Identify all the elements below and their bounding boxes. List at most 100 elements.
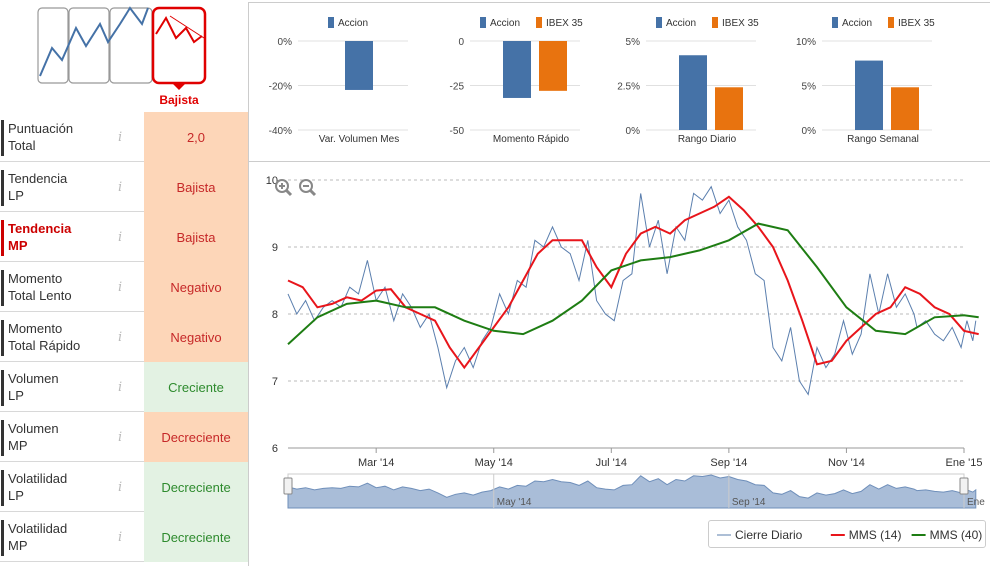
- legend-label: Accion: [490, 18, 520, 29]
- zoom-out-icon[interactable]: [299, 179, 317, 197]
- info-icon[interactable]: i: [118, 380, 123, 395]
- legend-label: Accion: [842, 18, 872, 29]
- indicator-label: Volatilidad LP: [8, 470, 118, 504]
- trend-selector: Bajista: [0, 0, 248, 112]
- y-tick-label: -25: [450, 82, 465, 93]
- trend-box-selected[interactable]: [151, 6, 207, 85]
- indicator-row[interactable]: Volumen LP i Creciente: [0, 362, 248, 412]
- info-icon[interactable]: i: [118, 230, 123, 245]
- top-border: [248, 2, 990, 3]
- indicator-label: Volumen MP: [8, 420, 118, 454]
- legend-label: Accion: [666, 18, 696, 29]
- y-tick-label: 9: [272, 242, 278, 254]
- indicator-label-line: Puntuación: [8, 121, 74, 136]
- indicator-value: Negativo: [144, 262, 248, 312]
- y-tick-label: 5%: [802, 82, 817, 93]
- indicator-label-line: Total Lento: [8, 288, 72, 303]
- bar-ibex-35[interactable]: [891, 87, 919, 130]
- indicator-panel: Bajista Puntuación Total i 2,0 Tendencia LP i B…: [0, 0, 248, 566]
- bar-ibex-35[interactable]: [715, 87, 743, 130]
- indicator-label: Puntuación Total: [8, 120, 118, 154]
- y-tick-label: -50: [450, 126, 465, 137]
- y-tick-label: 0%: [278, 37, 293, 48]
- info-icon[interactable]: i: [118, 480, 123, 495]
- row-marker: [1, 170, 4, 206]
- indicator-value: Bajista: [144, 162, 248, 212]
- series-line-0[interactable]: [287, 185, 977, 396]
- info-icon[interactable]: i: [118, 280, 123, 295]
- info-icon[interactable]: i: [118, 330, 123, 345]
- x-tick-label: Mar '14: [358, 457, 394, 469]
- bar-accion[interactable]: [345, 41, 373, 90]
- bar-ibex-35[interactable]: [539, 41, 567, 91]
- x-tick-label: Sep '14: [710, 457, 747, 469]
- series-line-1[interactable]: [287, 195, 979, 370]
- legend-label: IBEX 35: [546, 18, 583, 29]
- y-tick-label: 8: [272, 309, 278, 321]
- indicator-rows: Puntuación Total i 2,0 Tendencia LP i Bajista Te…: [0, 112, 248, 562]
- legend-label: Accion: [338, 18, 368, 29]
- legend-item[interactable]: MMS (14): [849, 528, 902, 542]
- trend-thumbnails: Bajista: [37, 6, 207, 107]
- y-tick-label: -20%: [269, 82, 292, 93]
- info-icon[interactable]: i: [118, 180, 123, 195]
- bar-accion[interactable]: [503, 41, 531, 98]
- row-marker: [1, 520, 4, 556]
- indicator-row[interactable]: Volatilidad LP i Decreciente: [0, 462, 248, 512]
- row-marker: [1, 120, 4, 156]
- info-icon[interactable]: i: [118, 430, 123, 445]
- y-tick-label: 0%: [802, 126, 817, 137]
- trend-box-2[interactable]: [68, 7, 110, 84]
- info-icon[interactable]: i: [118, 530, 123, 545]
- bar-accion[interactable]: [679, 55, 707, 130]
- row-marker: [1, 420, 4, 456]
- legend-svg: Cierre Diario MMS (14) MMS (40): [717, 528, 983, 542]
- indicator-label: Tendencia MP: [8, 220, 118, 254]
- y-tick-label: 0: [458, 37, 464, 48]
- indicator-label-line: LP: [8, 488, 24, 503]
- indicator-label-line: MP: [8, 438, 28, 453]
- x-tick-label: Nov '14: [828, 457, 865, 469]
- info-icon[interactable]: i: [118, 130, 123, 145]
- indicator-label-line: Volumen: [8, 421, 59, 436]
- indicator-label-line: MP: [8, 538, 28, 553]
- legend-item[interactable]: MMS (40): [930, 528, 983, 542]
- y-tick-label: 7: [272, 376, 278, 388]
- indicator-value: Bajista: [144, 212, 248, 262]
- zoom-in-icon[interactable]: [275, 179, 293, 197]
- legend-label: IBEX 35: [898, 18, 935, 29]
- navigator-handle-right[interactable]: [959, 477, 969, 495]
- indicator-row[interactable]: Momento Total Rápido i Negativo: [0, 312, 248, 362]
- x-category-label: Rango Diario: [678, 134, 737, 145]
- indicator-row[interactable]: Volumen MP i Decreciente: [0, 412, 248, 462]
- legend-swatch: [536, 17, 542, 28]
- indicator-label: Volatilidad MP: [8, 520, 118, 554]
- bar-accion[interactable]: [855, 60, 883, 130]
- indicator-label-line: Tendencia: [8, 221, 72, 236]
- legend-swatch: [656, 17, 662, 28]
- indicator-label: Tendencia LP: [8, 170, 118, 204]
- chart-momento-rapido: Accion IBEX 35 0 -25 -50 Momento Rápido: [450, 17, 583, 145]
- indicator-row[interactable]: Momento Total Lento i Negativo: [0, 262, 248, 312]
- indicator-row[interactable]: Volatilidad MP i Decreciente: [0, 512, 248, 562]
- y-tick-label: 10: [266, 175, 278, 187]
- trend-selected-label: Bajista: [159, 93, 199, 107]
- series-line-2[interactable]: [287, 222, 979, 345]
- row-marker: [1, 370, 4, 406]
- legend-swatch: [328, 17, 334, 28]
- legend-swatch: [712, 17, 718, 28]
- trend-box-3[interactable]: [109, 7, 153, 84]
- y-tick-label: 0%: [626, 126, 641, 137]
- indicator-value: Decreciente: [144, 462, 248, 512]
- indicator-row[interactable]: Puntuación Total i 2,0: [0, 112, 248, 162]
- indicator-row[interactable]: Tendencia MP i Bajista: [0, 212, 248, 262]
- x-tick-label: May '14: [475, 457, 513, 469]
- legend-item[interactable]: Cierre Diario: [735, 528, 803, 542]
- indicator-row[interactable]: Tendencia LP i Bajista: [0, 162, 248, 212]
- navigator-handle-left[interactable]: [283, 477, 293, 495]
- indicator-label-line: Volumen: [8, 371, 59, 386]
- indicator-label-line: Total: [8, 138, 36, 153]
- indicator-value: Negativo: [144, 312, 248, 362]
- indicator-value: Decreciente: [144, 412, 248, 462]
- chart-legend: Cierre Diario MMS (14) MMS (40): [708, 520, 986, 548]
